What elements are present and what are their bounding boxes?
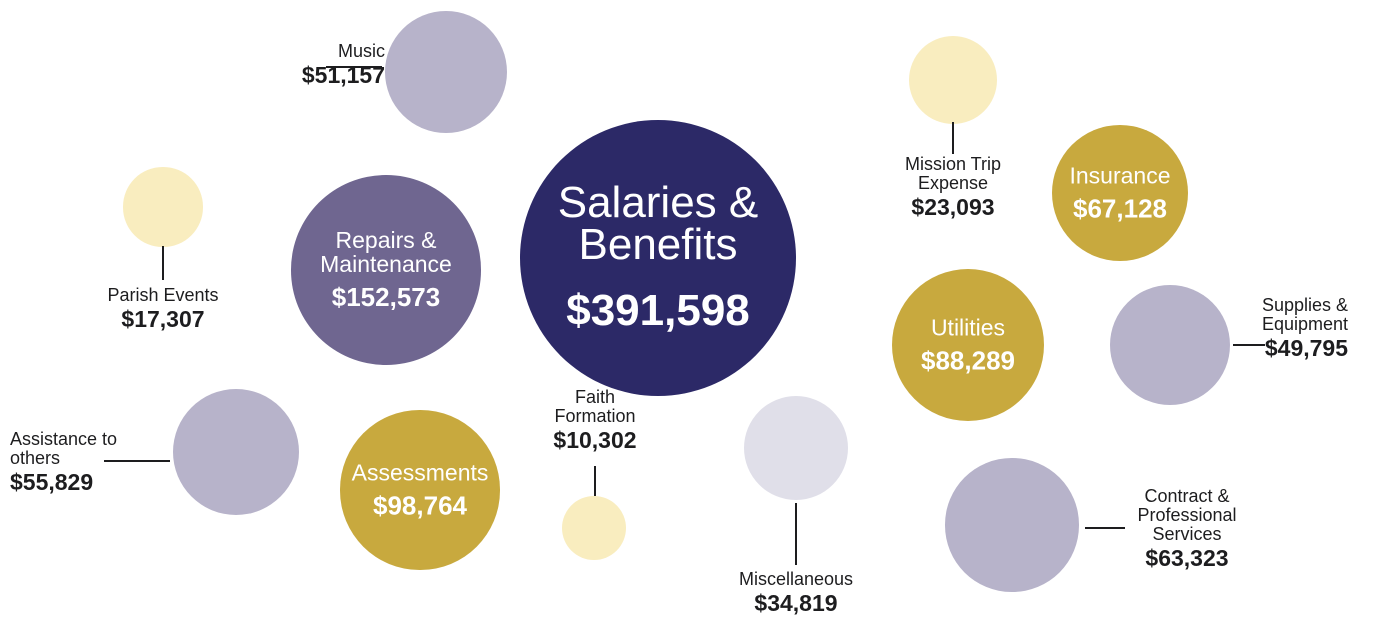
category-name: Music bbox=[337, 41, 385, 61]
category-name: Supplies & Equipment bbox=[1261, 295, 1348, 334]
bubble bbox=[384, 10, 508, 134]
bubble-label: Assistance to others $55,829 bbox=[10, 430, 120, 494]
category-name: Repairs & Maintenance bbox=[320, 227, 452, 278]
value-label: $391,598 bbox=[566, 285, 750, 335]
connector bbox=[326, 66, 382, 68]
bubble-label: Parish Events $17,307 bbox=[83, 286, 243, 331]
bubble bbox=[172, 388, 300, 516]
connector bbox=[104, 460, 170, 462]
value-label: $88,289 bbox=[921, 345, 1015, 376]
category-name: Assistance to others bbox=[10, 429, 118, 468]
category-name: Assessments bbox=[351, 459, 489, 486]
category-name: Faith Formation bbox=[554, 387, 636, 426]
category-name: Parish Events bbox=[107, 285, 219, 305]
value-label: $67,128 bbox=[1073, 193, 1167, 224]
value-label: $49,795 bbox=[1264, 334, 1348, 361]
bubble-label: Assessments $98,764 bbox=[345, 460, 495, 519]
value-label: $152,573 bbox=[331, 282, 441, 313]
bubble bbox=[340, 410, 500, 570]
value-label: $98,764 bbox=[373, 490, 467, 521]
bubble bbox=[743, 395, 849, 501]
bubble bbox=[1109, 284, 1231, 406]
value-label: $63,323 bbox=[1145, 544, 1229, 571]
category-name: Utilities bbox=[930, 314, 1006, 341]
value-label: $34,819 bbox=[754, 589, 838, 616]
bubble bbox=[891, 268, 1045, 422]
connector bbox=[952, 122, 954, 154]
bubble-label: Insurance $67,128 bbox=[1055, 163, 1185, 222]
value-label: $17,307 bbox=[121, 305, 205, 332]
bubble-label: Music $51,157 bbox=[265, 42, 385, 87]
category-name: Mission Trip Expense bbox=[904, 154, 1002, 193]
bubble-label: Utilities $88,289 bbox=[893, 315, 1043, 374]
bubble bbox=[1051, 124, 1189, 262]
bubble bbox=[123, 167, 203, 247]
bubble bbox=[908, 35, 998, 125]
category-name: Salaries & Benefits bbox=[557, 178, 759, 269]
connector bbox=[1233, 344, 1265, 346]
bubble-label: Mission Trip Expense $23,093 bbox=[883, 155, 1023, 219]
connector bbox=[162, 246, 164, 280]
bubble-label: Contract & Professional Services $63,323 bbox=[1117, 487, 1257, 570]
connector bbox=[594, 466, 596, 496]
value-label: $55,829 bbox=[10, 468, 94, 495]
bubble-label: Supplies & Equipment $49,795 bbox=[1230, 296, 1348, 360]
bubble-label: Miscellaneous $34,819 bbox=[716, 570, 876, 615]
bubble bbox=[945, 458, 1079, 592]
connector bbox=[795, 503, 797, 565]
bubble-label: Faith Formation $10,302 bbox=[535, 388, 655, 452]
bubble bbox=[561, 495, 627, 561]
bubble bbox=[520, 120, 796, 396]
category-name: Insurance bbox=[1069, 162, 1171, 189]
bubble-label: Salaries & Benefits $391,598 bbox=[543, 178, 773, 335]
category-name: Miscellaneous bbox=[738, 569, 854, 589]
value-label: $23,093 bbox=[911, 193, 995, 220]
category-name: Contract & Professional Services bbox=[1137, 486, 1237, 544]
bubble bbox=[291, 175, 481, 365]
value-label: $10,302 bbox=[553, 426, 637, 453]
connector bbox=[1085, 527, 1125, 529]
bubble-label: Repairs & Maintenance $152,573 bbox=[301, 228, 471, 312]
